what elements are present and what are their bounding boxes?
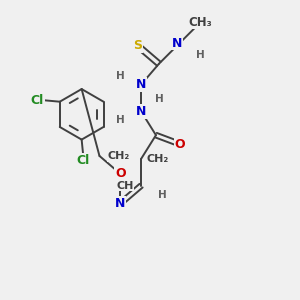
Text: Cl: Cl: [76, 154, 90, 167]
Text: CH₃: CH₃: [189, 16, 212, 29]
Text: O: O: [115, 167, 126, 180]
Text: N: N: [115, 197, 125, 210]
Text: CH: CH: [116, 181, 134, 191]
Text: H: H: [116, 71, 125, 81]
Text: S: S: [134, 40, 142, 52]
Text: H: H: [154, 94, 163, 104]
Text: Cl: Cl: [31, 94, 44, 107]
Text: H: H: [196, 50, 205, 60]
Text: CH₂: CH₂: [146, 154, 169, 164]
Text: N: N: [172, 37, 182, 50]
Text: CH₂: CH₂: [108, 151, 130, 161]
Text: N: N: [136, 78, 146, 91]
Text: H: H: [158, 190, 166, 200]
Text: N: N: [136, 105, 146, 118]
Text: O: O: [174, 138, 185, 151]
Text: H: H: [116, 115, 125, 125]
